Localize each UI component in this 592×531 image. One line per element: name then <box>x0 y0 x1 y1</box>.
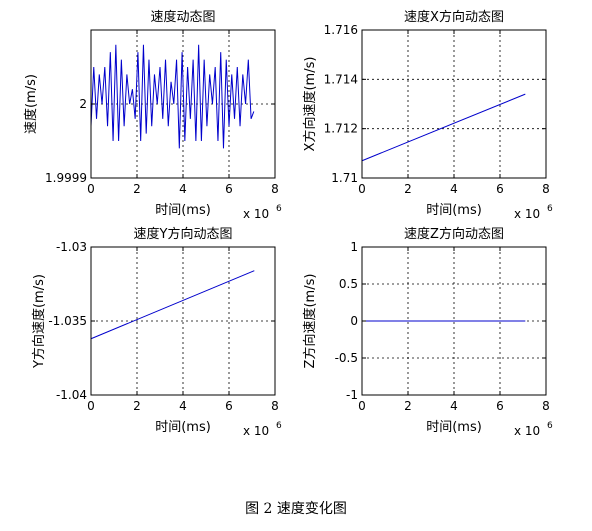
x-axis-label: 时间(ms) <box>426 420 482 435</box>
series-line-1 <box>361 93 526 162</box>
y-tick-label: 1.712 <box>324 122 358 136</box>
x-tick-label: 2 <box>133 399 141 413</box>
y-tick-label: -1.03 <box>56 240 87 254</box>
x-axis-exponent-power: 6 <box>276 204 282 214</box>
x-axis-label: 时间(ms) <box>426 203 482 218</box>
x-tick-label: 0 <box>87 399 95 413</box>
chart-title: 速度Y方向动态图 <box>134 226 233 242</box>
plot-area <box>362 30 546 178</box>
x-axis-exponent-power: 6 <box>547 204 553 214</box>
x-tick-label: 4 <box>179 399 187 413</box>
y-tick-label: -1.04 <box>56 388 87 402</box>
x-axis-label: 时间(ms) <box>155 203 211 218</box>
series-line-1 <box>90 44 255 149</box>
x-tick-label: 6 <box>496 182 504 196</box>
y-tick-label: 1.716 <box>324 23 358 37</box>
y-tick-label: 1.714 <box>324 72 358 86</box>
y-tick-label: 1.9999 <box>45 171 87 185</box>
y-tick-label: 0.5 <box>339 277 358 291</box>
y-tick-label: 1 <box>350 240 358 254</box>
chart-title: 速度Z方向动态图 <box>404 226 504 242</box>
x-axis-label: 时间(ms) <box>155 420 211 435</box>
x-tick-label: 8 <box>542 182 550 196</box>
x-tick-label: 4 <box>450 399 458 413</box>
x-tick-label: 8 <box>271 182 279 196</box>
y-axis-label: Z方向速度(m/s) <box>302 274 318 369</box>
x-tick-label: 6 <box>225 399 233 413</box>
y-axis-label: 速度(m/s) <box>23 74 39 134</box>
y-tick-label: -1.035 <box>48 314 87 328</box>
x-tick-label: 2 <box>404 182 412 196</box>
x-tick-label: 0 <box>358 182 366 196</box>
y-tick-label: 2 <box>79 97 87 111</box>
x-tick-label: 4 <box>450 182 458 196</box>
x-axis-exponent: x 10 <box>514 207 540 221</box>
figure-caption: 图 2 速度变化图 <box>245 501 347 517</box>
x-axis-exponent-power: 6 <box>547 421 553 431</box>
y-axis-label: Y方向速度(m/s) <box>31 274 47 369</box>
x-tick-label: 2 <box>133 182 141 196</box>
y-tick-label: -1 <box>346 388 358 402</box>
y-tick-label: 1.71 <box>331 171 358 185</box>
x-tick-label: 4 <box>179 182 187 196</box>
x-tick-label: 6 <box>496 399 504 413</box>
y-tick-label: -0.5 <box>335 351 358 365</box>
y-tick-label: 0 <box>350 314 358 328</box>
series-line-1 <box>90 270 255 340</box>
chart-title: 速度X方向动态图 <box>404 9 504 25</box>
chart-title: 速度动态图 <box>150 9 215 25</box>
x-tick-label: 8 <box>542 399 550 413</box>
x-tick-label: 0 <box>358 399 366 413</box>
x-tick-label: 2 <box>404 399 412 413</box>
x-axis-exponent: x 10 <box>243 424 269 438</box>
x-axis-exponent: x 10 <box>243 207 269 221</box>
x-axis-exponent: x 10 <box>514 424 540 438</box>
x-tick-label: 6 <box>225 182 233 196</box>
x-tick-label: 8 <box>271 399 279 413</box>
x-axis-exponent-power: 6 <box>276 421 282 431</box>
y-axis-label: X方向速度(m/s) <box>302 57 318 152</box>
x-tick-label: 0 <box>87 182 95 196</box>
